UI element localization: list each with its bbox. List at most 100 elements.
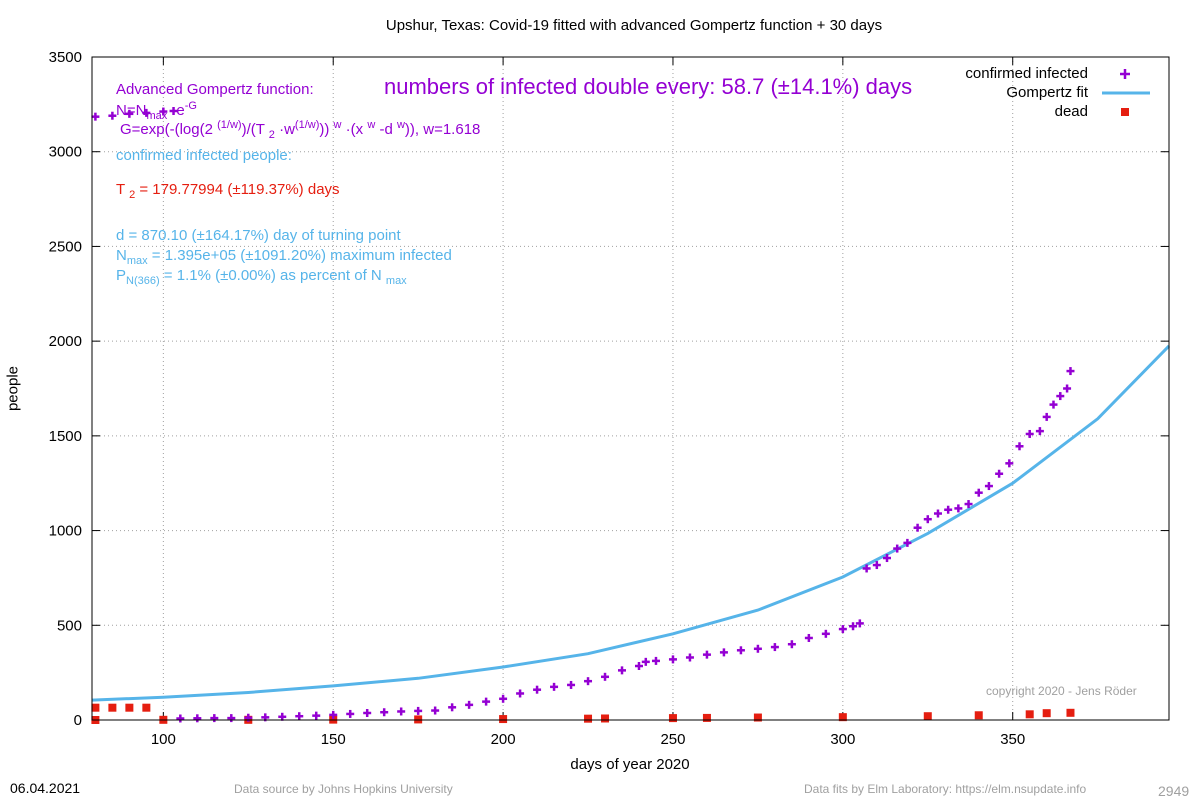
infected-point — [210, 714, 219, 723]
eq2-b: )/(T — [241, 121, 269, 138]
infected-point — [1056, 392, 1065, 401]
t2-a: T — [116, 181, 130, 198]
infected-point — [1049, 400, 1058, 409]
equation-g: G=exp(-(log(2 (1/w))/(T 2 ·w(1/w))) w ·(… — [120, 119, 480, 141]
infected-point — [719, 648, 728, 657]
infected-point — [159, 107, 168, 116]
infected-point — [142, 108, 151, 117]
eq1-sub: max — [146, 110, 168, 122]
infected-point — [397, 707, 406, 716]
dead-point — [838, 713, 847, 722]
eq2-d: )) — [319, 121, 334, 138]
dead-point — [668, 714, 677, 723]
y-tick-label: 1500 — [49, 428, 82, 445]
infected-point — [821, 629, 830, 638]
infected-point — [91, 112, 100, 121]
dead-point — [414, 715, 423, 724]
infected-point — [1005, 459, 1014, 468]
eq1-b: ·e — [167, 102, 185, 119]
infected-point — [923, 515, 932, 524]
infected-point — [736, 646, 745, 655]
dead-point — [702, 713, 711, 722]
footer-date: 06.04.2021 — [10, 780, 81, 796]
copyright: copyright 2020 - Jens Röder — [986, 684, 1137, 698]
x-tick-label: 100 — [151, 731, 176, 748]
infected-point — [567, 680, 576, 689]
infected-point — [176, 714, 185, 723]
footer-source: Data source by Johns Hopkins University — [234, 782, 453, 796]
infected-point — [227, 714, 236, 723]
infected-point — [550, 682, 559, 691]
eq2-c: ·w — [274, 121, 295, 138]
infected-point — [499, 694, 508, 703]
t2-sub: 2 — [129, 189, 136, 201]
nmax-b: = 1.395e+05 (±1091.20%) maximum infected — [147, 247, 452, 264]
equation-n: N=Nmax ·e-G — [116, 100, 197, 122]
pn-sub: N(366) — [126, 275, 160, 287]
infected-point — [944, 505, 953, 514]
infected-point — [431, 706, 440, 715]
eq1-a: N=N — [116, 102, 147, 119]
infected-point — [838, 625, 847, 634]
dead-point — [753, 713, 762, 722]
y-tick-label: 0 — [74, 712, 82, 729]
infected-point — [346, 709, 355, 718]
eq2-sup2: (1/w) — [294, 119, 320, 131]
dead-point — [91, 703, 100, 712]
eq2-sup5: w — [396, 119, 405, 131]
legend-infected-label: confirmed infected — [965, 65, 1088, 82]
infected-point — [295, 712, 304, 721]
infected-point — [651, 656, 660, 665]
chart-title: Upshur, Texas: Covid-19 fitted with adva… — [385, 17, 883, 34]
infected-point — [601, 672, 610, 681]
legend-dead-label: dead — [1054, 103, 1088, 120]
eq2-a: G=exp(-(log(2 — [120, 121, 218, 138]
dead-point — [125, 703, 134, 712]
grid — [92, 57, 1169, 720]
pn-sub2: max — [385, 275, 407, 287]
infected-point — [787, 640, 796, 649]
legend-infected-marker — [1120, 69, 1130, 79]
dead-point — [601, 714, 610, 723]
dead-point — [584, 714, 593, 723]
infected-point — [753, 644, 762, 653]
model-title: Advanced Gompertz function: — [116, 81, 314, 98]
eq2-sup3: w — [333, 119, 342, 131]
y-tick-label: 2500 — [49, 238, 82, 255]
legend-markers — [1102, 69, 1150, 116]
dead-point — [108, 703, 117, 712]
infected-point — [278, 712, 287, 721]
y-tick-label: 3000 — [49, 144, 82, 161]
eq2-sub1: 2 — [268, 129, 275, 141]
infected-point — [804, 633, 813, 642]
legend-dead-marker — [1121, 108, 1129, 116]
eq2-f: -d — [375, 121, 397, 138]
infected-point — [913, 523, 922, 532]
infected-point — [995, 469, 1004, 478]
max-infected: Nmax = 1.395e+05 (±1091.20%) maximum inf… — [116, 247, 452, 267]
infected-point — [1063, 384, 1072, 393]
infected-point — [516, 689, 525, 698]
nmax-a: N — [116, 247, 127, 264]
infected-point — [448, 703, 457, 712]
infected-point — [584, 677, 593, 686]
infected-point — [702, 650, 711, 659]
infected-point — [872, 561, 881, 570]
infected-point — [1025, 429, 1034, 438]
dead-point — [1025, 710, 1034, 719]
infected-point — [380, 708, 389, 717]
infected-point — [974, 488, 983, 497]
x-tick-label: 200 — [491, 731, 516, 748]
eq1-sup: -G — [184, 100, 197, 112]
infected-point — [414, 706, 423, 715]
infected-point — [329, 710, 338, 719]
infected-point — [883, 554, 892, 563]
eq2-e: ·(x — [341, 121, 368, 138]
dead-point — [974, 711, 983, 720]
dead-point — [499, 715, 508, 724]
eq2-sup4: w — [367, 119, 376, 131]
x-tick-label: 150 — [321, 731, 346, 748]
infected-point — [108, 111, 117, 120]
infected-point — [1042, 412, 1051, 421]
